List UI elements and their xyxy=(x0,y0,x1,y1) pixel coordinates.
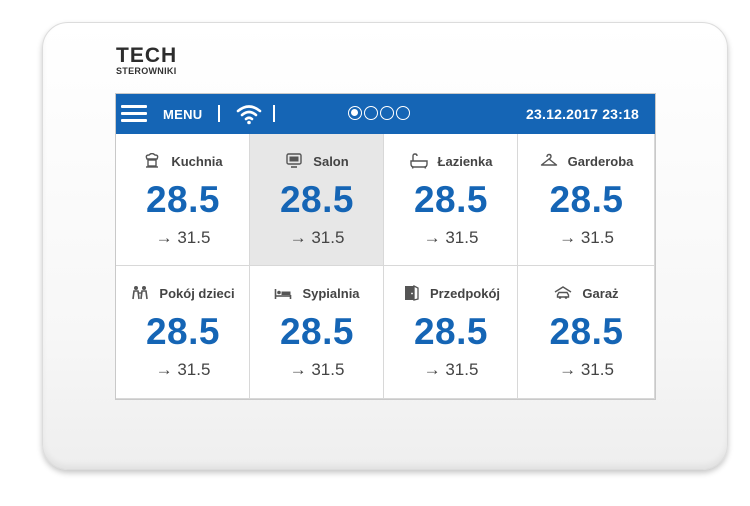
children-icon xyxy=(132,286,149,300)
date-time-display: 23.12.2017 23:18 xyxy=(526,106,639,122)
wifi-icon[interactable] xyxy=(236,103,262,125)
zone-name: Garderoba xyxy=(567,153,634,169)
zone-setpoint: → 31.5 xyxy=(155,360,211,379)
zone-name: Sypialnia xyxy=(302,285,360,301)
zone-setpoint: → 31.5 xyxy=(289,360,345,379)
zone-tile-garaz[interactable]: Garaż 28.5 → 31.5 xyxy=(518,266,655,399)
zone-setpoint: → 31.5 xyxy=(289,228,345,247)
door-icon xyxy=(404,285,419,301)
zone-temperature: 28.5 xyxy=(145,311,220,352)
brand-logo-title: TECH xyxy=(116,44,178,67)
zone-temperature: 28.5 xyxy=(413,311,488,352)
zone-temperature: 28.5 xyxy=(279,311,354,352)
zone-temperature: 28.5 xyxy=(279,179,354,220)
zone-tile-sypialnia[interactable]: Sypialnia 28.5 → 31.5 xyxy=(250,266,384,399)
zone-name: Łazienka xyxy=(437,153,493,169)
brand-logo-subtitle: STEROWNIKI xyxy=(116,66,177,76)
bathtub-icon xyxy=(409,153,428,169)
zone-tile-salon[interactable]: Salon 28.5 → 31.5 xyxy=(250,134,384,266)
zone-name: Kuchnia xyxy=(171,153,223,169)
zone-temperature: 28.5 xyxy=(413,179,488,220)
page-indicator xyxy=(348,106,410,122)
zone-name: Garaż xyxy=(582,285,619,301)
page-dot[interactable] xyxy=(364,106,378,120)
zone-temperature: 28.5 xyxy=(549,179,624,220)
hamburger-menu-icon[interactable] xyxy=(121,105,147,123)
zone-temperature: 28.5 xyxy=(549,311,624,352)
menu-button[interactable]: MENU xyxy=(163,107,203,122)
zone-setpoint: → 31.5 xyxy=(155,228,211,247)
tv-icon xyxy=(286,153,302,168)
zone-tile-kuchnia[interactable]: Kuchnia 28.5 → 31.5 xyxy=(116,134,250,266)
zone-setpoint: → 31.5 xyxy=(559,228,614,247)
zone-tile-przedpokoj[interactable]: Przedpokój 28.5 → 31.5 xyxy=(384,266,518,399)
touch-screen: MENU 23.12.2017 23:18 Kuchn xyxy=(115,93,656,400)
zone-tile-lazienka[interactable]: Łazienka 28.5 → 31.5 xyxy=(384,134,518,266)
brand-logo: TECH STEROWNIKI xyxy=(116,44,178,76)
zone-name: Pokój dzieci xyxy=(159,285,235,301)
zone-tile-garderoba[interactable]: Garderoba 28.5 → 31.5 xyxy=(518,134,655,266)
page-dot[interactable] xyxy=(348,106,362,120)
divider xyxy=(218,105,220,122)
zone-setpoint: → 31.5 xyxy=(423,228,479,247)
zone-temperature: 28.5 xyxy=(145,179,220,220)
zone-setpoint: → 31.5 xyxy=(423,360,479,379)
car-icon xyxy=(555,286,572,299)
zone-grid: Kuchnia 28.5 → 31.5 Salon 28.5 → 31.5 xyxy=(116,134,655,399)
hanger-icon xyxy=(540,153,557,166)
divider xyxy=(273,105,275,122)
zone-name: Salon xyxy=(313,153,349,169)
zone-setpoint: → 31.5 xyxy=(559,360,614,379)
zone-name: Przedpokój xyxy=(429,285,501,301)
top-bar: MENU 23.12.2017 23:18 xyxy=(116,94,655,134)
zone-tile-pokoj-dzieci[interactable]: Pokój dzieci 28.5 → 31.5 xyxy=(116,266,250,399)
kitchen-icon xyxy=(145,153,159,168)
page-dot[interactable] xyxy=(380,106,394,120)
page-dot[interactable] xyxy=(396,106,410,120)
bed-icon xyxy=(275,289,292,299)
